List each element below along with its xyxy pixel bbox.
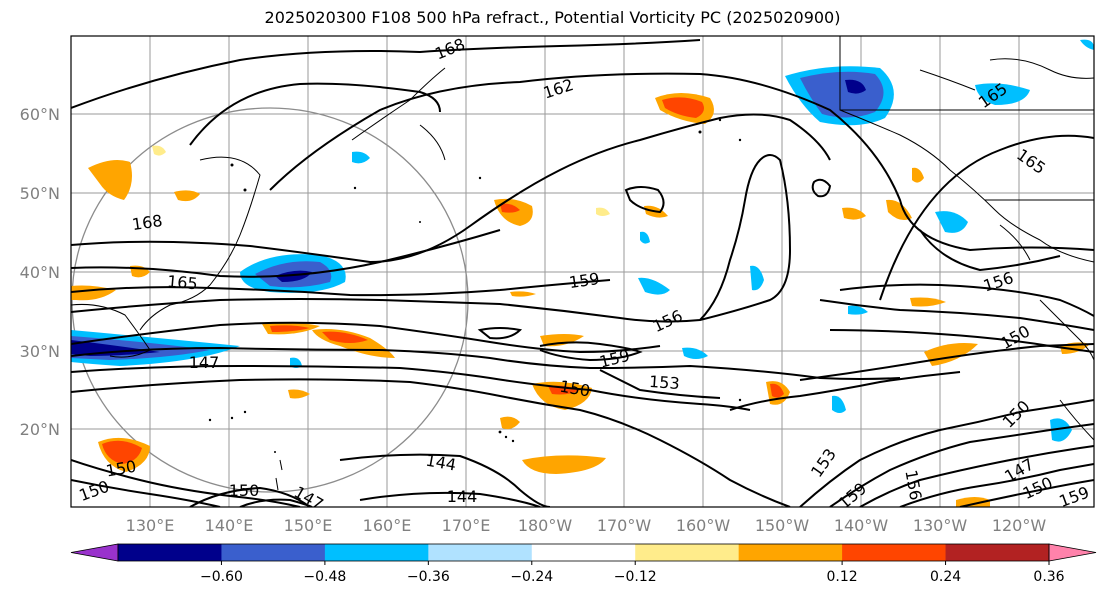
- lon-label: 130°W: [913, 516, 968, 535]
- colorbar-segment: [738, 544, 843, 561]
- colorbar-segment: [531, 544, 636, 561]
- lon-label: 160°E: [363, 516, 412, 535]
- lon-label: 130°E: [126, 516, 175, 535]
- lat-label: 50°N: [20, 184, 60, 203]
- contour-label: 147: [189, 353, 220, 372]
- colorbar-segment: [118, 544, 222, 561]
- colorbar-label: −0.60: [200, 569, 243, 585]
- islands: [208, 118, 742, 453]
- lon-label: 150°E: [284, 516, 333, 535]
- colorbar-label: 0.24: [930, 569, 961, 585]
- lat-label: 20°N: [20, 420, 60, 439]
- colorbar-label: 0.12: [827, 569, 858, 585]
- contour-label: 153: [648, 372, 680, 393]
- colorbar-segment: [324, 544, 429, 561]
- map-frame: [70, 35, 1095, 508]
- colorbar-label: −0.24: [510, 569, 553, 585]
- lon-label: 160°W: [676, 516, 731, 535]
- colorbar-extend-high: [1048, 543, 1097, 562]
- lon-label: 180°W: [518, 516, 573, 535]
- contour-label: 159: [568, 269, 601, 292]
- contour-label: 165: [166, 272, 198, 294]
- lat-label: 30°N: [20, 342, 60, 361]
- colorbar-segment: [842, 544, 947, 561]
- latitude-axis: 60°N 50°N 40°N 30°N 20°N: [20, 105, 60, 439]
- lon-label: 170°E: [442, 516, 491, 535]
- lon-label: 140°W: [834, 516, 889, 535]
- contour-label: 150: [229, 481, 260, 500]
- lon-label: 170°W: [597, 516, 652, 535]
- lat-label: 60°N: [20, 105, 60, 124]
- gridlines: [71, 36, 1094, 507]
- colorbar-segment: [221, 544, 326, 561]
- lon-label: 150°W: [755, 516, 810, 535]
- colorbar-label: −0.48: [303, 569, 346, 585]
- colorbar-label: 0.36: [1033, 569, 1064, 585]
- colorbar-label: −0.12: [614, 569, 657, 585]
- contour-label: 144: [447, 487, 478, 506]
- colorbar-segment: [428, 544, 533, 561]
- lon-label: 120°W: [992, 516, 1047, 535]
- longitude-axis: 130°E 140°E 150°E 160°E 170°E 180°W 170°…: [126, 516, 1047, 535]
- lon-label: 140°E: [205, 516, 254, 535]
- coastlines: [71, 36, 1094, 491]
- colorbar-frame: [117, 543, 1050, 562]
- contour-label: 168: [131, 211, 164, 234]
- colorbar-segment: [945, 544, 1050, 561]
- colorbar: −0.60−0.48−0.36−0.24−0.120.120.240.360.4…: [70, 543, 1097, 585]
- colorbar-label: −0.36: [407, 569, 450, 585]
- map-content: [71, 36, 1094, 507]
- map-title: 2025020300 F108 500 hPa refract., Potent…: [264, 8, 841, 27]
- refractivity-contours: [71, 39, 1094, 507]
- colorbar-extend-low: [70, 543, 119, 562]
- colorbar-segment: [635, 544, 740, 561]
- lat-label: 40°N: [20, 263, 60, 282]
